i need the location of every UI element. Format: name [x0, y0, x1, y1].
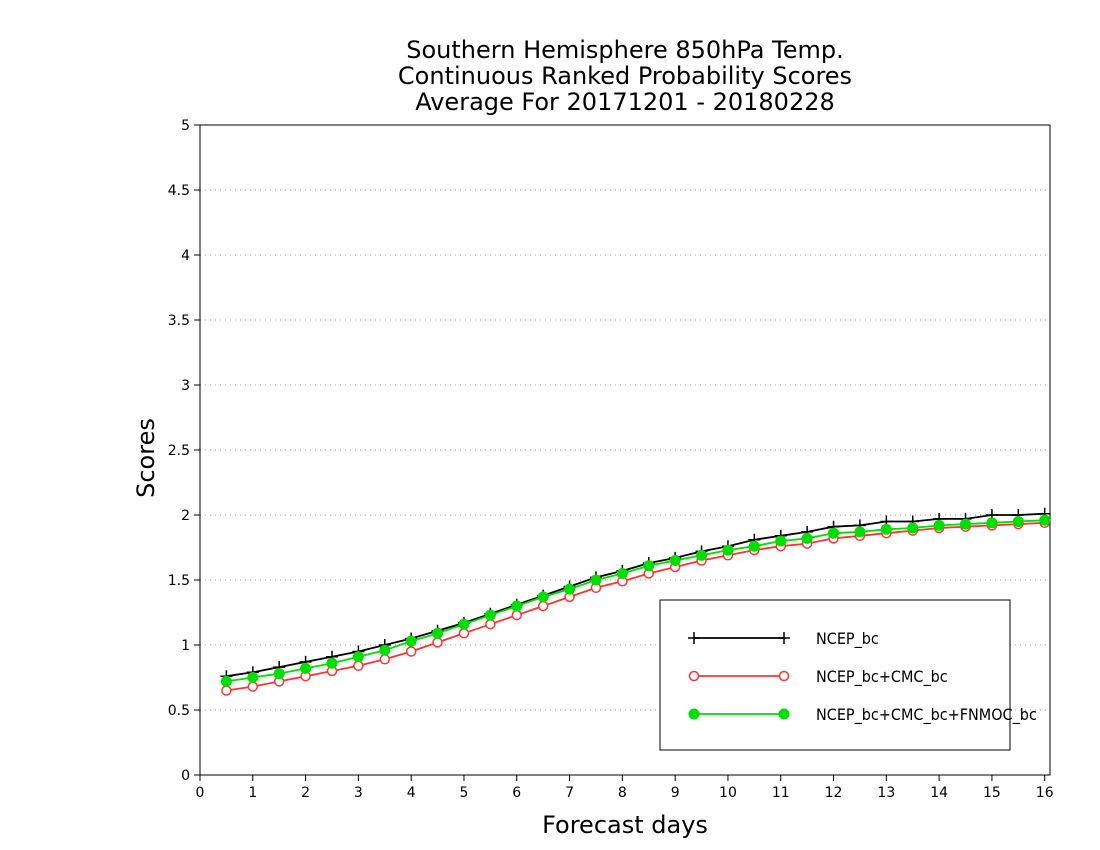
x-tick-label: 9 [671, 785, 680, 801]
data-point [960, 518, 972, 530]
legend: NCEP_bc NCEP_bc+CMC_bc NCEP_bc+CMC_bc+FNMO… [659, 599, 1037, 751]
x-tick-label: 6 [512, 785, 521, 801]
data-point [801, 532, 813, 544]
x-tick-label: 3 [354, 785, 363, 801]
y-tick-label: 5 [181, 118, 190, 134]
data-point [379, 644, 391, 656]
y-tick-label: 4 [181, 248, 190, 264]
x-tick-label: 13 [877, 785, 895, 801]
data-point [220, 675, 232, 687]
legend-label: NCEP_bc+CMC_bc+FNMOC_bc [816, 705, 1037, 725]
data-point [616, 568, 628, 579]
x-tick-label: 7 [565, 785, 574, 801]
data-point [880, 523, 892, 535]
y-tick-label: 3 [181, 378, 190, 394]
legend-item: NCEP_bc [688, 629, 879, 649]
legend-marker [778, 708, 790, 720]
data-point [828, 527, 840, 539]
data-point [696, 549, 708, 561]
data-point [352, 651, 364, 663]
data-point [458, 628, 470, 639]
x-tick-label: 11 [772, 785, 790, 801]
data-point [986, 517, 998, 529]
x-tick-label: 4 [407, 785, 416, 801]
chart-title-line-3: Average For 20171201 - 20180228 [415, 88, 835, 116]
data-point [854, 526, 866, 538]
data-point [907, 522, 919, 534]
y-tick-label: 4.5 [168, 183, 190, 199]
y-tick-label: 3.5 [168, 313, 190, 329]
legend-marker [778, 670, 790, 682]
data-point [537, 600, 549, 612]
data-point [643, 560, 655, 572]
data-point [432, 637, 443, 648]
data-point [933, 519, 945, 531]
legend-item: NCEP_bc+CMC_bc [688, 667, 948, 687]
series-3 [220, 514, 1051, 687]
chart-title-line-2: Continuous Ranked Probability Scores [398, 62, 852, 90]
chart-title: Southern Hemisphere 850hPa Temp.Continuo… [398, 36, 852, 116]
data-point [775, 535, 787, 547]
data-point [722, 544, 734, 556]
x-tick-label: 2 [301, 785, 310, 801]
legend-label: NCEP_bc [816, 629, 879, 649]
data-point [458, 618, 470, 630]
legend-label: NCEP_bc+CMC_bc [816, 667, 948, 687]
data-point [379, 654, 391, 665]
data-point [221, 685, 232, 696]
chart-title-line-1: Southern Hemisphere 850hPa Temp. [406, 36, 843, 64]
data-point [273, 668, 285, 680]
x-tick-label: 10 [719, 785, 737, 801]
data-point [485, 618, 496, 630]
data-point [353, 660, 364, 672]
x-tick-label: 0 [196, 785, 205, 801]
y-tick-label: 2.5 [168, 443, 190, 459]
data-point [247, 681, 259, 692]
series [220, 507, 1051, 696]
legend-marker [688, 670, 700, 682]
data-point [1039, 514, 1051, 526]
y-tick-label: 1.5 [168, 573, 190, 589]
x-tick-label: 8 [618, 785, 627, 801]
data-point [537, 591, 549, 603]
y-tick-label: 2 [181, 508, 190, 524]
x-axis-label: Forecast days [542, 811, 708, 839]
axis-ticks: 00.511.522.533.544.550 1 2 3 4 5 6 7 8 9 10 11 12 13 1… [168, 118, 1054, 801]
legend-marker [778, 632, 790, 644]
x-tick-label: 16 [1036, 785, 1054, 801]
data-point [590, 574, 602, 586]
x-tick-label: 12 [825, 785, 843, 801]
data-point [564, 583, 576, 595]
data-point [300, 662, 312, 674]
legend-box [659, 599, 1011, 751]
data-point [748, 540, 760, 552]
data-point [511, 600, 523, 612]
data-point [247, 672, 259, 683]
data-point [432, 627, 444, 639]
x-tick-label: 1 [248, 785, 257, 801]
y-tick-label: 0.5 [168, 703, 190, 719]
data-point [405, 635, 417, 647]
data-point [326, 657, 338, 669]
y-tick-label: 0 [181, 768, 190, 784]
x-tick-label: 14 [930, 785, 948, 801]
legend-marker [688, 708, 700, 720]
x-tick-label: 15 [983, 785, 1001, 801]
data-point [484, 609, 496, 621]
data-point [1012, 516, 1024, 527]
legend-item: NCEP_bc+CMC_bc+FNMOC_bc [688, 705, 1037, 725]
x-tick-label: 5 [460, 785, 469, 801]
data-point [405, 646, 417, 657]
y-axis-label: Scores [132, 418, 160, 498]
data-point [669, 555, 681, 566]
y-tick-label: 1 [181, 638, 190, 654]
legend-marker [688, 632, 700, 644]
data-point [511, 609, 523, 621]
